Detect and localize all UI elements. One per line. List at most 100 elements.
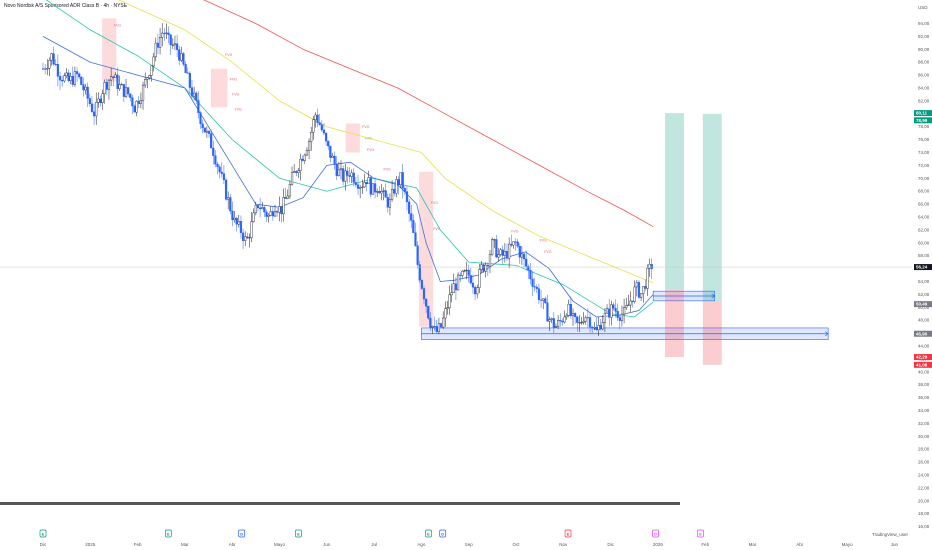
moving-average-line	[203, 0, 654, 228]
candle-body	[173, 43, 177, 46]
fvg-label: FVG	[540, 239, 547, 243]
candle-body	[337, 169, 340, 176]
candle-body	[312, 119, 315, 133]
candle-body	[273, 211, 277, 217]
candle-body	[252, 212, 255, 222]
candle-body	[327, 140, 330, 147]
candle-body	[244, 236, 247, 241]
candle-body	[210, 133, 213, 149]
y-tick-label: 88,00	[918, 60, 930, 65]
y-tick-label: 44,00	[918, 344, 930, 349]
candle-body	[254, 205, 257, 214]
event-marker	[425, 529, 432, 538]
x-tick-label: Feb	[701, 542, 709, 547]
candle-body	[631, 300, 634, 302]
candle-body	[222, 173, 226, 181]
price-badge	[914, 301, 932, 308]
candle-body	[456, 274, 460, 291]
candle-body	[650, 264, 653, 270]
x-tick-label: Dic	[40, 542, 47, 547]
candle-body	[303, 154, 306, 161]
candle-body	[107, 79, 111, 90]
candle-body	[382, 190, 385, 192]
x-tick-label: Feb	[134, 542, 142, 547]
y-tick-label: 58,00	[918, 253, 930, 258]
candle-body	[537, 288, 541, 301]
bottom-band	[0, 502, 680, 505]
x-tick-label: Dic	[607, 542, 614, 547]
candle-body	[373, 183, 377, 193]
candle-body	[146, 77, 149, 80]
candle-body	[203, 127, 206, 133]
candle-body	[622, 307, 626, 315]
candle-body	[295, 171, 298, 173]
candle-body	[269, 211, 272, 216]
candle-body	[193, 92, 196, 97]
candle-body	[395, 179, 398, 194]
x-tick-label: Oct	[512, 542, 520, 547]
y-tick-label: 90,00	[918, 47, 930, 52]
y-tick-label: 36,00	[918, 395, 930, 400]
x-tick-label: 2025	[85, 542, 96, 547]
candle-body	[605, 308, 609, 314]
candle-body	[361, 186, 364, 188]
candle-body	[520, 253, 524, 258]
candle-body	[459, 274, 462, 276]
footer-credit: TradingView_user	[872, 532, 909, 537]
candle-body	[356, 184, 360, 189]
candle-body	[429, 317, 432, 328]
candle-body	[627, 304, 630, 306]
candle-body	[148, 75, 151, 79]
candle-body	[307, 141, 311, 151]
price-badge-label: 45,90	[916, 331, 928, 336]
y-tick-label: 86,00	[918, 73, 930, 78]
zones-layer	[421, 113, 829, 365]
candle-body	[256, 205, 260, 209]
candle-body	[50, 53, 53, 61]
moving-average-line	[45, 0, 654, 318]
x-tick-label: Ago	[417, 542, 426, 547]
price-badge	[914, 330, 932, 337]
y-tick-label: 34,00	[918, 408, 930, 413]
candle-body	[190, 87, 194, 97]
candle-body	[116, 74, 119, 89]
y-tick-label: 24,00	[918, 473, 930, 478]
price-badge	[914, 361, 932, 368]
candle-body	[586, 317, 589, 319]
fvg-label: FVG	[511, 229, 518, 233]
candle-body	[467, 269, 470, 276]
y-tick-label: 30,00	[918, 434, 930, 439]
candle-body	[46, 68, 49, 70]
moving-averages-layer	[42, 0, 654, 318]
candle-body	[75, 71, 79, 75]
candle-body	[514, 241, 517, 243]
candle-body	[363, 182, 366, 188]
candle-body	[618, 317, 621, 321]
fvg-label: FVG	[433, 227, 440, 231]
candle-body	[169, 34, 172, 46]
candle-body	[348, 175, 351, 177]
candle-body	[640, 293, 643, 298]
candle-body	[220, 171, 223, 174]
candle-body	[503, 251, 506, 256]
candle-body	[527, 266, 530, 271]
candle-body	[633, 286, 636, 302]
y-tick-label: 82,00	[918, 98, 930, 103]
candle-body	[371, 183, 375, 195]
fvg-label: FVG	[235, 108, 242, 112]
x-tick-label: Sep	[465, 542, 474, 547]
candle-body	[56, 64, 59, 77]
candle-body	[265, 211, 268, 217]
candle-body	[129, 93, 132, 98]
candle-body	[542, 298, 545, 301]
y-tick-label: 26,00	[918, 460, 930, 465]
candle-body	[569, 303, 572, 317]
candle-body	[491, 239, 494, 255]
event-marker-letter: E	[699, 532, 702, 537]
candle-body	[152, 56, 155, 67]
candle-body	[127, 87, 130, 95]
candle-body	[476, 287, 479, 295]
candle-body	[591, 326, 594, 329]
